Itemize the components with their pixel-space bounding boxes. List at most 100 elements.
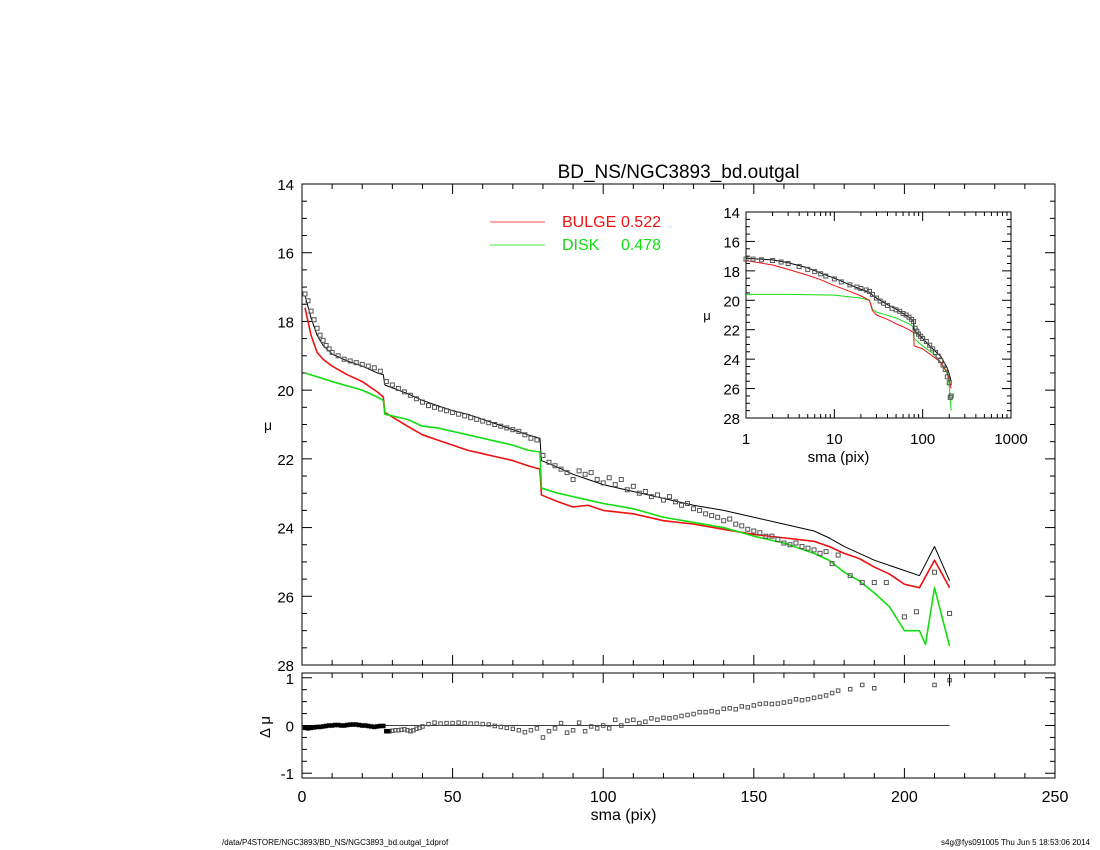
main-data-point bbox=[558, 466, 564, 472]
residual-data-point bbox=[781, 700, 787, 705]
inset-data-point bbox=[759, 257, 765, 263]
main-data-point bbox=[624, 487, 630, 493]
main-data-point bbox=[733, 521, 739, 527]
main-data-point bbox=[654, 492, 660, 498]
inset-data-point bbox=[831, 276, 837, 282]
residual-data-point bbox=[381, 723, 386, 729]
residual-data-point bbox=[420, 724, 425, 729]
main-data-point bbox=[407, 392, 413, 398]
residual-data-point bbox=[504, 725, 510, 731]
main-data-point bbox=[636, 490, 642, 496]
residual-data-point bbox=[480, 721, 485, 727]
inset-data-point bbox=[933, 350, 939, 356]
residual-data-point bbox=[528, 728, 534, 733]
inset-y-tick-label: 28 bbox=[723, 411, 740, 428]
legend-label-disk: DISK bbox=[562, 237, 600, 254]
main-data-point bbox=[389, 382, 395, 388]
main-data-point bbox=[522, 432, 528, 438]
main-title: BD_NS/NGC3893_bd.outgal bbox=[558, 162, 800, 183]
main-data-point bbox=[739, 523, 745, 529]
main-data-point bbox=[799, 543, 805, 549]
inset-data-point bbox=[869, 291, 875, 297]
main-data-point bbox=[811, 547, 817, 553]
main-data-point bbox=[600, 480, 606, 486]
residual-data-point bbox=[775, 701, 781, 706]
main-data-point bbox=[847, 573, 853, 579]
main-data-point bbox=[745, 526, 751, 532]
main-data-point bbox=[383, 379, 389, 385]
inset-data-point bbox=[930, 346, 936, 352]
main-data-point bbox=[932, 569, 938, 575]
residual-data-point bbox=[588, 724, 594, 729]
residual-data-point bbox=[432, 720, 437, 725]
inset-data-point bbox=[944, 374, 950, 380]
main-data-point bbox=[594, 476, 600, 482]
main-data-point bbox=[757, 530, 763, 536]
main-data-point bbox=[763, 533, 769, 539]
main-data-point bbox=[648, 494, 654, 500]
inset-plot-frame bbox=[745, 211, 1012, 419]
main-data-point bbox=[510, 427, 516, 433]
main-data-point bbox=[353, 360, 359, 366]
residual-data-point bbox=[685, 712, 690, 718]
main-data-point bbox=[805, 545, 811, 551]
inset-x-tick-label: 10 bbox=[826, 431, 843, 448]
main-data-point bbox=[377, 368, 383, 374]
main-data-point bbox=[829, 561, 835, 567]
main-data-point bbox=[582, 471, 588, 477]
main-y-tick-label: 22 bbox=[277, 452, 294, 469]
residual-y-tick-label: -1 bbox=[281, 766, 294, 783]
residual-data-point bbox=[847, 686, 853, 692]
main-data-point bbox=[817, 550, 823, 556]
main-data-point bbox=[432, 404, 438, 410]
main-data-point bbox=[486, 420, 492, 426]
main-data-point bbox=[314, 325, 320, 331]
main-data-point bbox=[642, 488, 648, 494]
main-data-point bbox=[426, 403, 432, 409]
inset-x-axis-label: sma (pix) bbox=[808, 449, 870, 466]
residual-data-point bbox=[558, 720, 564, 726]
main-data-point bbox=[438, 406, 444, 412]
main-data-point bbox=[462, 413, 468, 419]
inset-data-point bbox=[920, 336, 926, 342]
residual-data-point bbox=[661, 715, 666, 721]
main-y-tick-label: 28 bbox=[277, 658, 294, 675]
inset-data-point bbox=[818, 271, 824, 277]
legend-value-disk: 0.478 bbox=[621, 237, 661, 254]
main-data-point bbox=[823, 549, 829, 555]
main-data-point bbox=[516, 428, 522, 434]
main-data-point bbox=[781, 540, 787, 546]
inset-y-tick-label: 24 bbox=[723, 352, 740, 369]
residual-data-point bbox=[637, 720, 642, 726]
residual-data-point bbox=[763, 701, 769, 706]
main-data-point bbox=[401, 389, 407, 395]
residual-y-tick-label: 1 bbox=[286, 671, 294, 688]
main-data-point bbox=[606, 475, 612, 481]
residual-data-point bbox=[697, 709, 702, 715]
inset-data-point bbox=[838, 279, 844, 285]
inset-data-point bbox=[885, 302, 891, 308]
main-data-point bbox=[323, 342, 329, 348]
inset-data-point bbox=[866, 288, 872, 294]
residual-x-tick-label: 0 bbox=[298, 789, 307, 806]
inset-bulge-line bbox=[745, 260, 952, 389]
main-data-point bbox=[691, 506, 697, 512]
residual-data-point bbox=[498, 724, 504, 730]
main-data-point bbox=[618, 476, 624, 482]
inset-data-point bbox=[743, 256, 749, 262]
residual-data-point bbox=[546, 728, 552, 734]
residual-data-point bbox=[631, 717, 636, 723]
main-data-point bbox=[419, 399, 425, 405]
residual-data-point bbox=[643, 719, 648, 724]
residual-data-point bbox=[793, 697, 799, 702]
inset-y-tick-label: 14 bbox=[723, 205, 740, 222]
residual-x-tick-label: 100 bbox=[590, 789, 617, 806]
main-data-point bbox=[528, 435, 534, 441]
main-data-point bbox=[769, 533, 775, 539]
residual-data-point bbox=[516, 728, 522, 733]
residual-y-axis-label: Δ μ bbox=[257, 716, 274, 738]
residual-data-point bbox=[932, 682, 937, 688]
inset-data-point bbox=[873, 295, 879, 301]
residual-data-point bbox=[691, 711, 696, 717]
residual-data-point bbox=[703, 709, 708, 715]
